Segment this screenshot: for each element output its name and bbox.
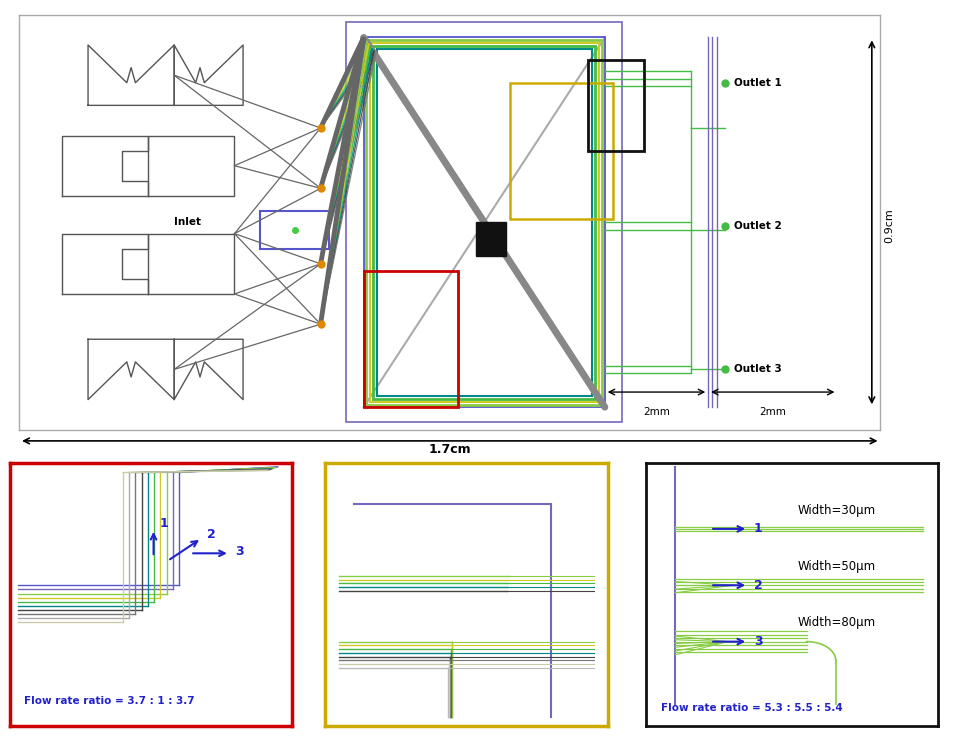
Text: Width=30μm: Width=30μm [798, 504, 876, 516]
Text: 0.9cm: 0.9cm [885, 209, 895, 244]
Text: Flow rate ratio = 3.7 : 1 : 3.7: Flow rate ratio = 3.7 : 1 : 3.7 [24, 696, 194, 705]
Bar [346, 22, 622, 422]
Bar [510, 83, 613, 219]
Bar [260, 211, 329, 249]
Text: 2: 2 [207, 528, 216, 541]
Text: Outlet 2: Outlet 2 [734, 221, 782, 231]
Bar [364, 38, 605, 407]
Bar [476, 222, 506, 256]
Text: 3: 3 [235, 545, 244, 558]
Text: Width=50μm: Width=50μm [798, 560, 876, 573]
Text: 2mm: 2mm [643, 407, 670, 416]
Text: Outlet 3: Outlet 3 [734, 365, 782, 374]
Text: 2mm: 2mm [759, 407, 787, 416]
Bar [588, 60, 644, 150]
Bar [367, 40, 602, 405]
Text: Outlet 1: Outlet 1 [734, 78, 782, 87]
Text: Width=80μm: Width=80μm [798, 617, 876, 629]
Text: 2: 2 [754, 579, 763, 592]
Text: 1: 1 [754, 522, 763, 536]
Bar [369, 43, 599, 402]
Text: 3: 3 [754, 635, 763, 648]
Bar [373, 46, 595, 399]
Bar [377, 49, 592, 396]
Text: Inlet: Inlet [174, 216, 201, 227]
Text: 1.7cm: 1.7cm [429, 444, 471, 456]
Bar [364, 271, 458, 407]
Text: 1: 1 [159, 517, 167, 530]
Text: Flow rate ratio = 5.3 : 5.5 : 5.4: Flow rate ratio = 5.3 : 5.5 : 5.4 [660, 703, 842, 713]
